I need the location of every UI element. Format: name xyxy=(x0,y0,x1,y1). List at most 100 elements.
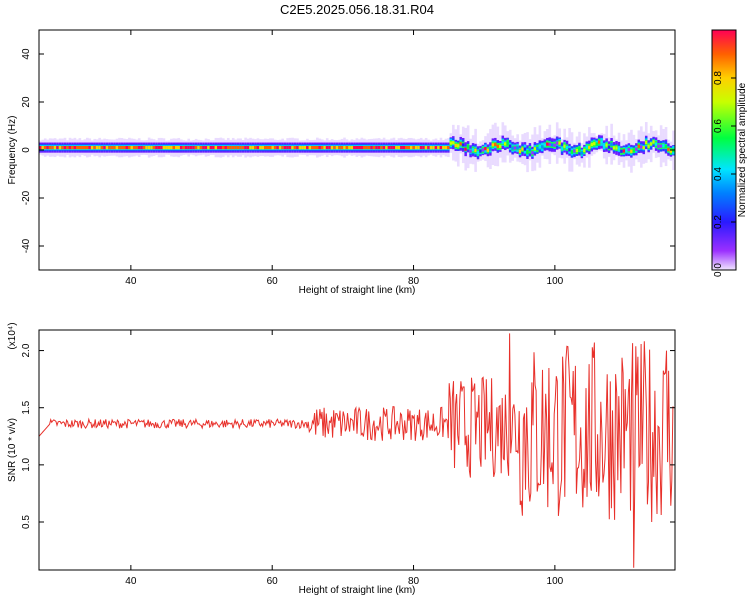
snr-series-line xyxy=(39,333,674,568)
spectrogram-cell xyxy=(380,146,383,150)
spectrogram-cell xyxy=(543,143,547,147)
spectrogram-cell xyxy=(417,146,421,150)
spectrogram-cell xyxy=(95,146,99,150)
spectrogram-cell xyxy=(293,146,297,150)
spectrogram-cell xyxy=(382,146,386,150)
spectrogram-cell xyxy=(414,146,418,150)
spectrogram-cell xyxy=(570,150,574,154)
spectrogram-cell xyxy=(627,148,631,152)
spectrogram-cell xyxy=(187,146,190,150)
spectrogram-cell xyxy=(137,146,141,150)
spectrogram-cell xyxy=(471,148,475,152)
spectrogram-cell xyxy=(179,146,183,150)
spectrogram-cell xyxy=(491,143,495,147)
spectrogram-cell xyxy=(100,146,104,150)
spectrogram-cell xyxy=(657,144,660,148)
spectrogram-cell xyxy=(550,143,554,147)
spectrogram-cell xyxy=(291,146,294,150)
spectrogram-cell xyxy=(46,146,50,150)
spectrogram-cell xyxy=(306,146,309,150)
spectrogram-cell xyxy=(610,142,613,146)
spectrogram-cell xyxy=(442,146,445,150)
spectrogram-cell xyxy=(170,146,173,150)
spectrogram-cell xyxy=(165,146,168,150)
spectrogram-cell xyxy=(197,146,200,150)
snr-plot: 40 60 80 100 0.5 1.0 1.5 2.0 Height of straight… xyxy=(7,322,676,596)
spectrogram-cell xyxy=(73,146,77,150)
spectrogram-cell xyxy=(647,144,651,148)
spectrogram-cell xyxy=(385,146,388,150)
spectrogram-cell xyxy=(664,144,668,149)
spectrogram-cell xyxy=(120,146,124,150)
spectrogram-cell xyxy=(489,147,492,151)
spectrogram-cell xyxy=(53,146,57,150)
spectrogram-cell xyxy=(286,146,289,150)
spectrogram-cell xyxy=(563,144,566,148)
spectrogram-cell xyxy=(150,146,153,150)
spectrogram-cell xyxy=(588,145,591,150)
spectrogram-cell xyxy=(595,142,599,146)
snr-ylabel: SNR (10 * v/v) xyxy=(7,418,18,482)
spectrogram-xtick-label: 60 xyxy=(267,276,279,287)
spectrogram-cell xyxy=(343,146,346,150)
spectrogram-cell xyxy=(301,146,304,150)
spectrogram-cell xyxy=(93,146,97,150)
spectrogram-xtick-label: 80 xyxy=(408,276,420,287)
spectrogram-xtick-label: 40 xyxy=(125,276,137,287)
spectrogram-cell xyxy=(632,148,636,152)
spectrogram-cell xyxy=(617,147,621,151)
spectrogram-cell xyxy=(496,144,500,149)
spectrogram-cell xyxy=(573,149,576,153)
spectrogram-cell xyxy=(259,146,262,150)
colorbar-tick-label: 0.6 xyxy=(713,119,724,133)
spectrogram-cell xyxy=(659,144,663,148)
spectrogram-cell xyxy=(652,140,655,144)
spectrogram-cell xyxy=(350,146,354,150)
spectrogram-cell xyxy=(622,149,626,153)
spectrogram-cell xyxy=(264,146,267,150)
spectrogram-cell xyxy=(241,146,245,150)
spectrogram-cell xyxy=(464,147,468,151)
spectrogram-cell xyxy=(422,146,425,150)
spectrogram-cell xyxy=(531,151,534,155)
snr-ytick-label: 1.0 xyxy=(21,457,32,471)
spectrogram-cell xyxy=(407,146,411,150)
spectrogram-ytick-label: -40 xyxy=(21,238,32,253)
spectrogram-cell xyxy=(607,145,611,149)
spectrogram-cell xyxy=(194,146,198,150)
spectrogram-cell xyxy=(370,146,374,150)
spectrogram-cell xyxy=(377,146,381,150)
snr-xtick-label: 80 xyxy=(408,576,420,587)
spectrogram-cell xyxy=(637,144,641,148)
spectrogram-cell xyxy=(246,146,250,150)
spectrogram-cell xyxy=(494,142,497,146)
spectrogram-cell xyxy=(162,146,166,150)
spectrogram-cell xyxy=(118,146,121,150)
spectrogram-cell xyxy=(199,146,203,150)
spectrogram-plot: 40 60 80 100 40 20 0 -20 -40 Height of straight … xyxy=(7,29,676,296)
spectrogram-cell xyxy=(66,146,69,150)
spectrogram-cell xyxy=(345,146,349,150)
spectrogram-cell xyxy=(254,146,257,150)
spectrogram-cell xyxy=(593,142,596,146)
spectrogram-cell xyxy=(536,146,539,151)
spectrogram-cell xyxy=(533,147,537,151)
spectrogram-cell xyxy=(316,146,319,150)
spectrogram-cell xyxy=(348,146,351,150)
spectrogram-cell xyxy=(439,146,443,150)
colorbar: 0.00.20.40.60.8 Normalized spectral ampl… xyxy=(711,29,748,277)
spectrogram-cell xyxy=(397,146,401,150)
spectrogram-cell xyxy=(288,146,292,150)
spectrogram-cell xyxy=(110,146,114,150)
spectrogram-cell xyxy=(90,146,94,150)
spectrogram-cell xyxy=(313,146,317,150)
spectrogram-cell xyxy=(113,146,116,150)
spectrogram-cell xyxy=(437,146,440,150)
spectrogram-cell xyxy=(325,146,329,150)
snr-frame xyxy=(38,329,676,571)
spectrogram-cell xyxy=(266,146,270,150)
spectrogram-cell xyxy=(328,146,331,150)
spectrogram-cell xyxy=(43,146,47,150)
spectrogram-ytick-label: -20 xyxy=(21,190,32,205)
